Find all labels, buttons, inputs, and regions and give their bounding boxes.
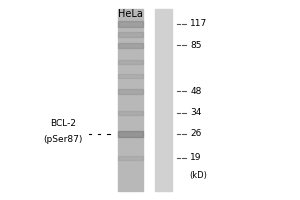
- Text: HeLa: HeLa: [118, 9, 143, 19]
- Text: 117: 117: [190, 19, 208, 28]
- Bar: [118, 43, 143, 48]
- Text: 48: 48: [190, 87, 202, 96]
- Bar: [118, 131, 143, 137]
- Text: 19: 19: [190, 153, 202, 162]
- Text: 26: 26: [190, 129, 202, 138]
- Text: BCL-2: BCL-2: [50, 119, 76, 128]
- Bar: [118, 60, 143, 64]
- Text: (pSer87): (pSer87): [44, 135, 83, 144]
- Text: 34: 34: [190, 108, 202, 117]
- Text: (kD): (kD): [189, 171, 207, 180]
- Bar: [118, 74, 143, 78]
- Bar: [118, 89, 143, 94]
- Bar: [118, 111, 143, 115]
- Bar: [155, 9, 172, 191]
- Bar: [118, 9, 143, 191]
- Bar: [118, 156, 143, 160]
- Text: 85: 85: [190, 41, 202, 50]
- Bar: [118, 32, 143, 37]
- Bar: [118, 21, 143, 27]
